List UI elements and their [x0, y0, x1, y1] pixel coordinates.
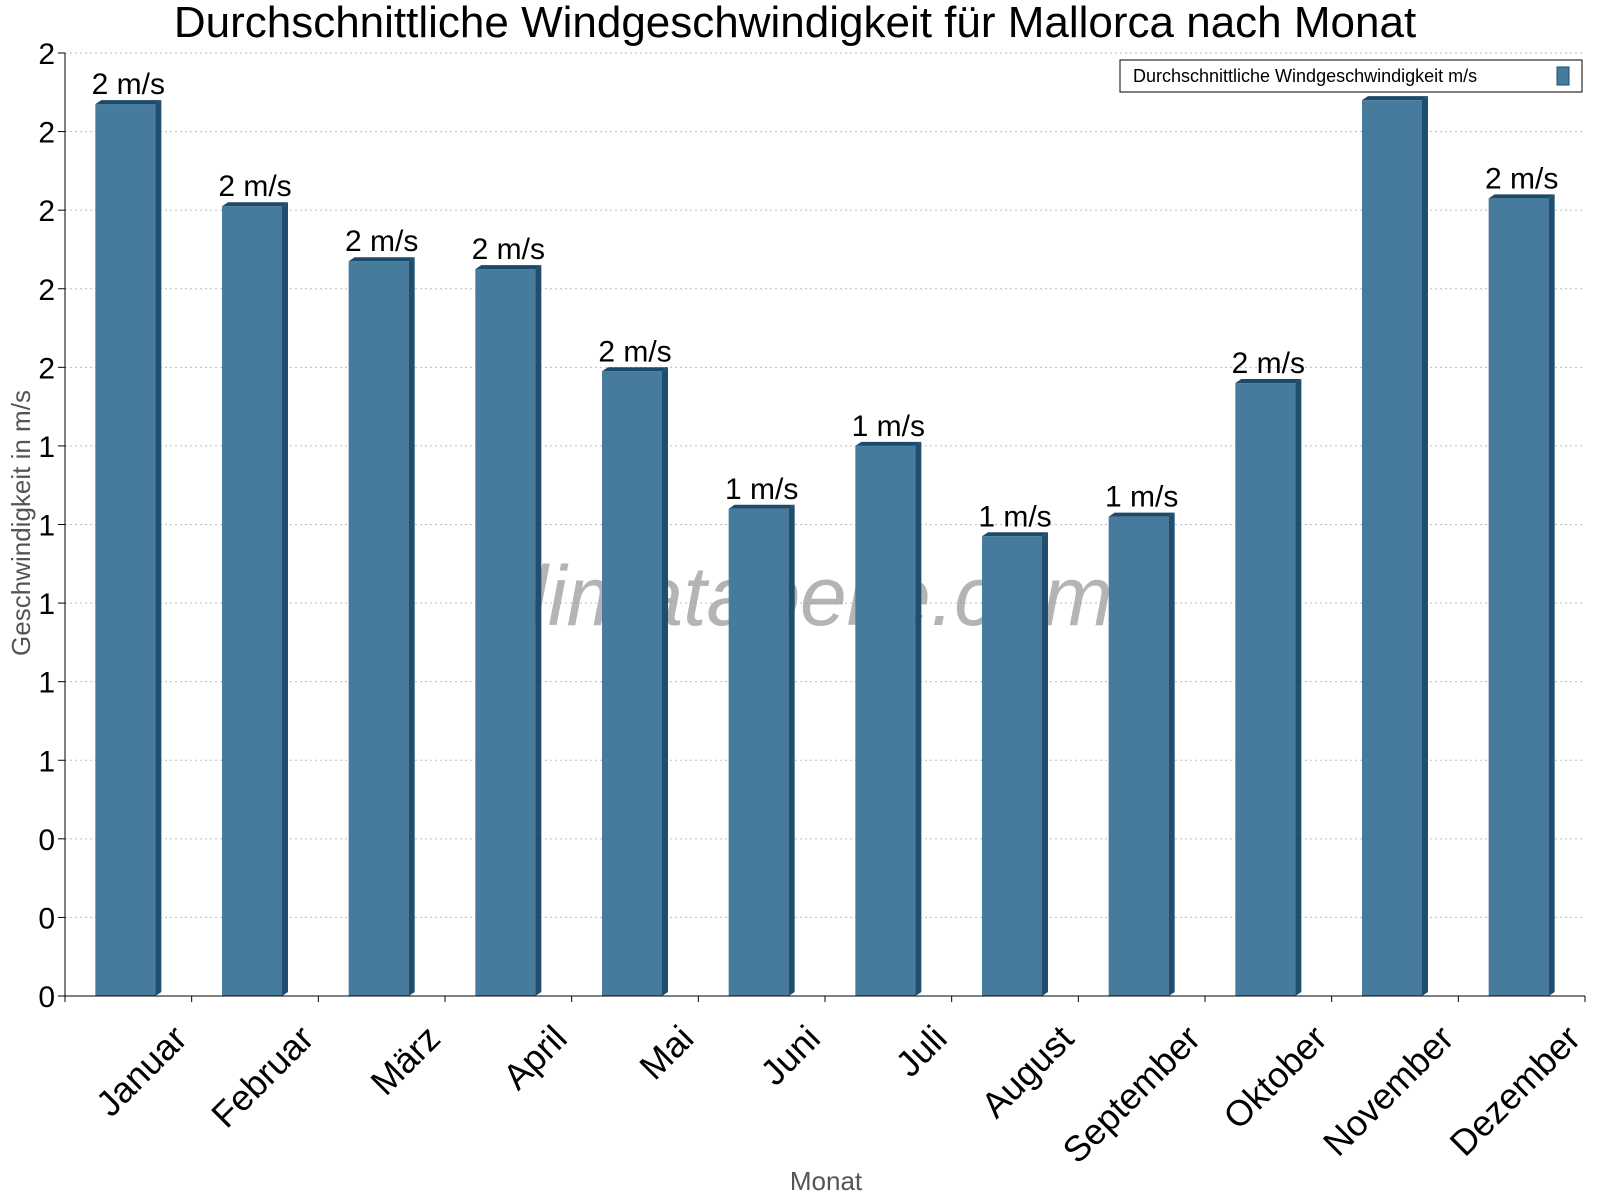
x-tick-label: März	[362, 1017, 448, 1103]
bar-front	[1362, 100, 1422, 996]
y-tick-label: 2	[38, 117, 55, 150]
bar-side	[1168, 512, 1175, 996]
bar-september	[1108, 512, 1175, 996]
bar-side	[788, 504, 795, 996]
data-label: 2 m/s	[598, 335, 671, 368]
data-label: 2 m/s	[472, 233, 545, 266]
y-tick-label: 2	[38, 195, 55, 228]
bar-side	[915, 441, 922, 997]
x-tick-label: Juni	[752, 1017, 828, 1093]
legend-swatch	[1556, 66, 1570, 86]
bar-oktober	[1235, 379, 1302, 996]
x-tick-label: Februar	[203, 1017, 321, 1135]
y-tick-label: 2	[38, 38, 55, 71]
bar-side	[282, 202, 288, 997]
chart-title: Durchschnittliche Windgeschwindigkeit fü…	[174, 0, 1416, 47]
axes	[64, 53, 1585, 1002]
data-label: 2 m/s	[218, 170, 291, 203]
grid-lines	[65, 52, 1585, 918]
y-tick-label: 1	[38, 667, 55, 700]
y-tick-label: 0	[38, 824, 55, 857]
y-axis-ticks: 0 0 0 1 1 1 1 1 2 2 2 2 2	[38, 38, 65, 1014]
bar-mai	[602, 367, 668, 996]
bar-front	[95, 104, 156, 997]
bar-front	[982, 536, 1042, 996]
x-tick-label: Januar	[88, 1017, 195, 1124]
bar-side	[155, 100, 162, 997]
data-label: 2 m/s	[1485, 162, 1558, 195]
x-tick-label: Oktober	[1215, 1017, 1335, 1137]
bar-august	[982, 532, 1048, 996]
x-tick-label: Dezember	[1442, 1017, 1588, 1163]
bar-front	[475, 269, 536, 997]
y-tick-label: 2	[38, 352, 55, 385]
data-label: 2 m/s	[1232, 347, 1305, 380]
bar-top	[1488, 194, 1555, 199]
bar-juli	[855, 441, 922, 997]
legend: Durchschnittliche Windgeschwindigkeit m/…	[1119, 59, 1583, 93]
x-axis-ticks: Januar Februar März April Mai Juni Juli AugustS…	[64, 996, 1588, 1171]
x-tick-label: April	[495, 1017, 575, 1097]
x-tick-label: November	[1315, 1017, 1461, 1163]
bar-side	[408, 257, 415, 996]
bar-top	[1108, 512, 1175, 517]
bar-top	[1362, 96, 1428, 101]
bar-front	[855, 445, 916, 997]
bar-front	[602, 371, 662, 996]
bar-märz	[348, 257, 415, 996]
y-tick-label: 2	[38, 274, 55, 307]
data-label: 2 m/s	[92, 68, 165, 101]
bar-top	[222, 202, 288, 207]
bar-front	[728, 508, 789, 996]
y-tick-label: 1	[38, 745, 55, 778]
y-tick-label: 1	[38, 588, 55, 621]
bar-dezember	[1488, 194, 1555, 997]
data-label: 1 m/s	[978, 500, 1051, 533]
bar-top	[728, 504, 795, 509]
bar-top	[855, 441, 922, 446]
bar-front	[222, 206, 282, 997]
x-axis-title: Monat	[790, 1166, 863, 1196]
data-labels: 2 m/s 2 m/s 2 m/s 2 m/s 2 m/s 1 m/s 1 m/s 1 m/s…	[92, 64, 1559, 533]
y-tick-label: 1	[38, 510, 55, 543]
bar-front	[1108, 516, 1169, 996]
bar-top	[982, 532, 1048, 537]
bar-april	[475, 265, 542, 997]
y-tick-label: 1	[38, 431, 55, 464]
bar-side	[535, 265, 542, 997]
bar-februar	[222, 202, 288, 997]
bar-top	[348, 257, 415, 262]
bar-front	[1235, 383, 1296, 996]
y-axis-title: Geschwindigkeit in m/s	[6, 390, 36, 656]
bar-top	[602, 367, 668, 372]
bar-november	[1362, 96, 1428, 996]
x-tick-label: Mai	[631, 1017, 701, 1087]
x-tick-label: August	[973, 1017, 1081, 1125]
bar-side	[1422, 96, 1428, 996]
bar-front	[348, 261, 409, 996]
bar-top	[95, 100, 162, 105]
bar-side	[1042, 532, 1048, 996]
legend-box	[1119, 59, 1583, 93]
bar-top	[1235, 379, 1302, 384]
bar-juni	[728, 504, 795, 996]
legend-label: Durchschnittliche Windgeschwindigkeit m/…	[1133, 66, 1477, 86]
bar-side	[1295, 379, 1302, 996]
data-label: 1 m/s	[1105, 481, 1178, 514]
y-tick-label: 0	[38, 902, 55, 935]
bar-side	[662, 367, 668, 996]
data-label: 2 m/s	[345, 225, 418, 258]
bar-front	[1488, 198, 1549, 997]
bar-top	[475, 265, 542, 270]
data-label: 1 m/s	[852, 410, 925, 443]
bar-side	[1548, 194, 1555, 997]
data-label: 1 m/s	[725, 473, 798, 506]
x-tick-label: Juli	[887, 1017, 954, 1084]
bar-januar	[95, 100, 162, 997]
x-tick-label: September	[1054, 1017, 1208, 1171]
bar-series	[95, 96, 1555, 997]
y-tick-label: 0	[38, 981, 55, 1014]
